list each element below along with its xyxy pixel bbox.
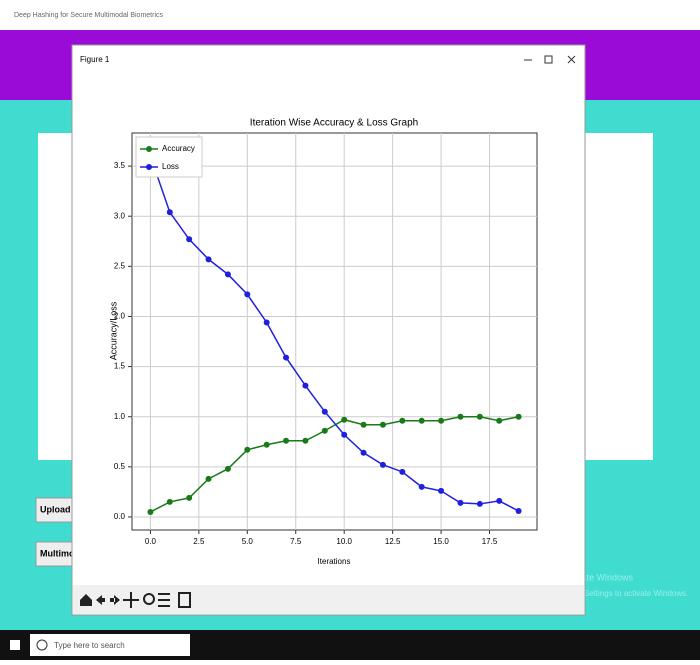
point: [283, 438, 289, 444]
point: [302, 438, 308, 444]
point: [244, 447, 250, 453]
y-tick-label: 3.5: [114, 161, 126, 170]
x-tick-label: 2.5: [193, 537, 205, 546]
point: [380, 422, 386, 428]
point: [496, 498, 502, 504]
x-tick-label: 17.5: [482, 537, 498, 546]
screen: Deep Hashing for Secure Multimodal Biome…: [0, 0, 700, 660]
legend-label: Accuracy: [162, 144, 195, 153]
search-text: Type here to search: [54, 641, 125, 650]
point: [264, 319, 270, 325]
point: [457, 500, 463, 506]
point: [206, 256, 212, 262]
point: [225, 466, 231, 472]
point: [322, 428, 328, 434]
point: [361, 450, 367, 456]
point: [147, 509, 153, 515]
y-tick-label: 1.5: [114, 362, 126, 371]
point: [167, 209, 173, 215]
point: [283, 355, 289, 361]
point: [186, 495, 192, 501]
point: [419, 418, 425, 424]
toolbar: [73, 585, 584, 614]
point: [264, 442, 270, 448]
y-tick-label: 2.0: [114, 312, 126, 321]
point: [361, 422, 367, 428]
point: [225, 271, 231, 277]
y-tick-label: 2.5: [114, 261, 126, 270]
point: [477, 501, 483, 507]
point: [167, 499, 173, 505]
point: [341, 432, 347, 438]
x-tick-label: 12.5: [385, 537, 401, 546]
point: [477, 414, 483, 420]
point: [496, 418, 502, 424]
legend-marker: [146, 164, 152, 170]
y-tick-label: 1.0: [114, 412, 126, 421]
point: [457, 414, 463, 420]
point: [419, 484, 425, 490]
plot-area: [132, 133, 537, 530]
legend-label: Loss: [162, 162, 179, 171]
start-button[interactable]: [10, 640, 20, 650]
point: [516, 508, 522, 514]
x-tick-label: 0.0: [145, 537, 157, 546]
x-tick-label: 7.5: [290, 537, 302, 546]
point: [302, 383, 308, 389]
point: [380, 462, 386, 468]
figure-title: Figure 1: [80, 55, 110, 64]
point: [516, 414, 522, 420]
legend-marker: [146, 146, 152, 152]
point: [399, 469, 405, 475]
app-title: Deep Hashing for Secure Multimodal Biome…: [14, 12, 164, 19]
point: [438, 418, 444, 424]
chart: Iteration Wise Accuracy & Loss Graph Ite…: [108, 118, 537, 566]
point: [322, 409, 328, 415]
x-tick-label: 5.0: [242, 537, 254, 546]
chart-title: Iteration Wise Accuracy & Loss Graph: [250, 118, 418, 129]
y-tick-label: 3.0: [114, 211, 126, 220]
point: [399, 418, 405, 424]
point: [438, 488, 444, 494]
point: [244, 291, 250, 297]
x-tick-label: 10.0: [336, 537, 352, 546]
x-axis-label: Iterations: [318, 557, 351, 566]
y-axis-label: Accuracy/Loss: [108, 301, 118, 360]
point: [206, 476, 212, 482]
y-tick-label: 0.0: [114, 512, 126, 521]
x-tick-label: 15.0: [433, 537, 449, 546]
point: [341, 417, 347, 423]
point: [186, 236, 192, 242]
y-tick-label: 0.5: [114, 462, 126, 471]
